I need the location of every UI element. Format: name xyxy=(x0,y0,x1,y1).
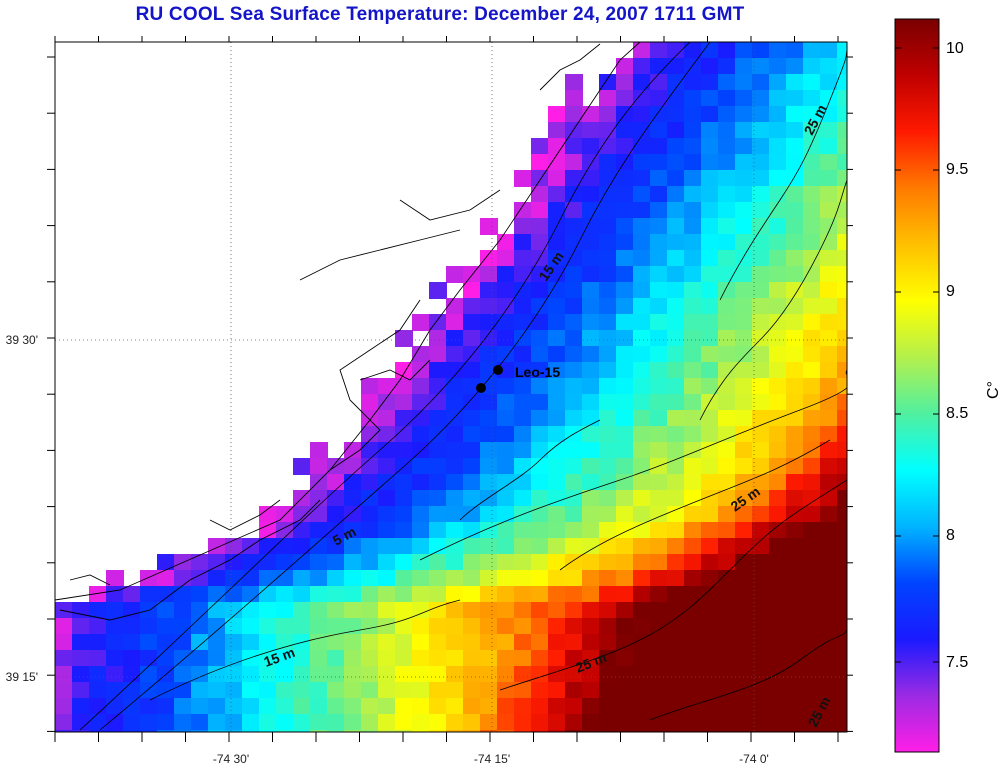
x-tick-label: -74 0' xyxy=(739,752,769,766)
station-label: Leo-15 xyxy=(515,364,560,380)
x-tick-label: -74 15' xyxy=(474,752,510,766)
coastline xyxy=(55,42,641,621)
axis-ticks xyxy=(47,36,853,742)
isobath-contours xyxy=(79,42,847,731)
map-frame xyxy=(54,41,848,733)
y-axis-labels: 39 30' 39 15' xyxy=(6,333,38,684)
map-title: RU COOL Sea Surface Temperature: Decembe… xyxy=(135,4,745,25)
y-tick-label: 39 30' xyxy=(6,333,38,347)
graticule xyxy=(55,42,847,732)
station-marker xyxy=(476,383,486,393)
sst-pixel-field xyxy=(55,42,847,732)
y-tick-label: 39 15' xyxy=(6,670,38,684)
x-axis-labels: -74 30' -74 15' -74 0' xyxy=(213,752,769,766)
leo-15-station: Leo-15 xyxy=(476,364,560,393)
station-marker xyxy=(493,365,503,375)
x-tick-label: -74 30' xyxy=(213,752,249,766)
